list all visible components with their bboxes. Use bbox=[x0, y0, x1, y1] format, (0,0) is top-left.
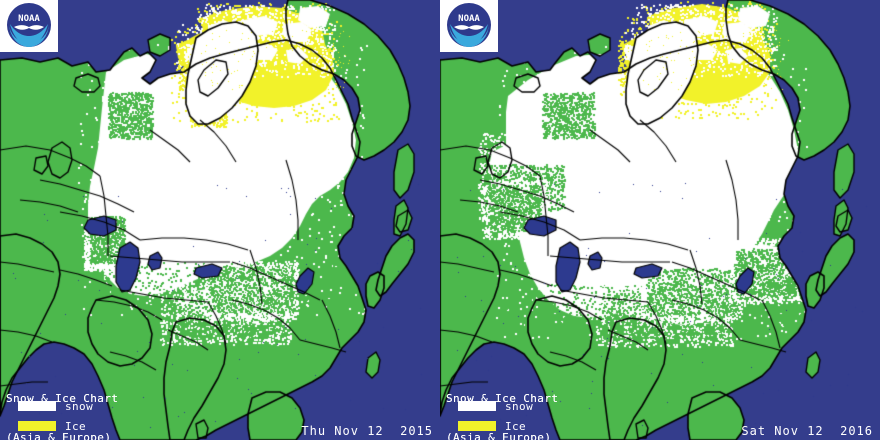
map-panel-2016: NOAA Snow & Ice Chart (Asia & Europe) sn… bbox=[440, 0, 880, 440]
snow-ice-map-2015 bbox=[0, 0, 440, 440]
map-legend: snow Ice bbox=[18, 398, 93, 438]
date-stamp: Thu Nov 12 2015 bbox=[301, 424, 433, 438]
map-caption: Snow & Ice Chart (Asia & Europe) bbox=[6, 366, 118, 440]
noaa-logo: NOAA bbox=[0, 0, 58, 52]
date-stamp: Sat Nov 12 2016 bbox=[741, 424, 873, 438]
legend-label-snow: snow bbox=[505, 399, 534, 413]
legend-swatch-ice bbox=[458, 421, 496, 431]
legend-item-snow: snow bbox=[458, 398, 533, 414]
legend-swatch-ice bbox=[18, 421, 56, 431]
noaa-logo: NOAA bbox=[440, 0, 498, 52]
legend-swatch-snow bbox=[18, 401, 56, 411]
snow-ice-map-2016 bbox=[440, 0, 880, 440]
legend-label-snow: snow bbox=[65, 399, 94, 413]
caption-line-2: (Asia & Europe) bbox=[6, 431, 112, 440]
legend-label-ice: Ice bbox=[505, 419, 527, 433]
map-panel-2015: NOAA Snow & Ice Chart (Asia & Europe) sn… bbox=[0, 0, 440, 440]
legend-item-ice: Ice bbox=[458, 418, 533, 434]
noaa-logo-text: NOAA bbox=[458, 14, 480, 24]
map-legend: snow Ice bbox=[458, 398, 533, 438]
legend-item-snow: snow bbox=[18, 398, 93, 414]
legend-swatch-snow bbox=[458, 401, 496, 411]
caption-line-2: (Asia & Europe) bbox=[446, 431, 552, 440]
legend-label-ice: Ice bbox=[65, 419, 87, 433]
noaa-logo-text: NOAA bbox=[18, 14, 40, 24]
legend-item-ice: Ice bbox=[18, 418, 93, 434]
caption-line-1: Snow & Ice Chart bbox=[6, 392, 119, 405]
